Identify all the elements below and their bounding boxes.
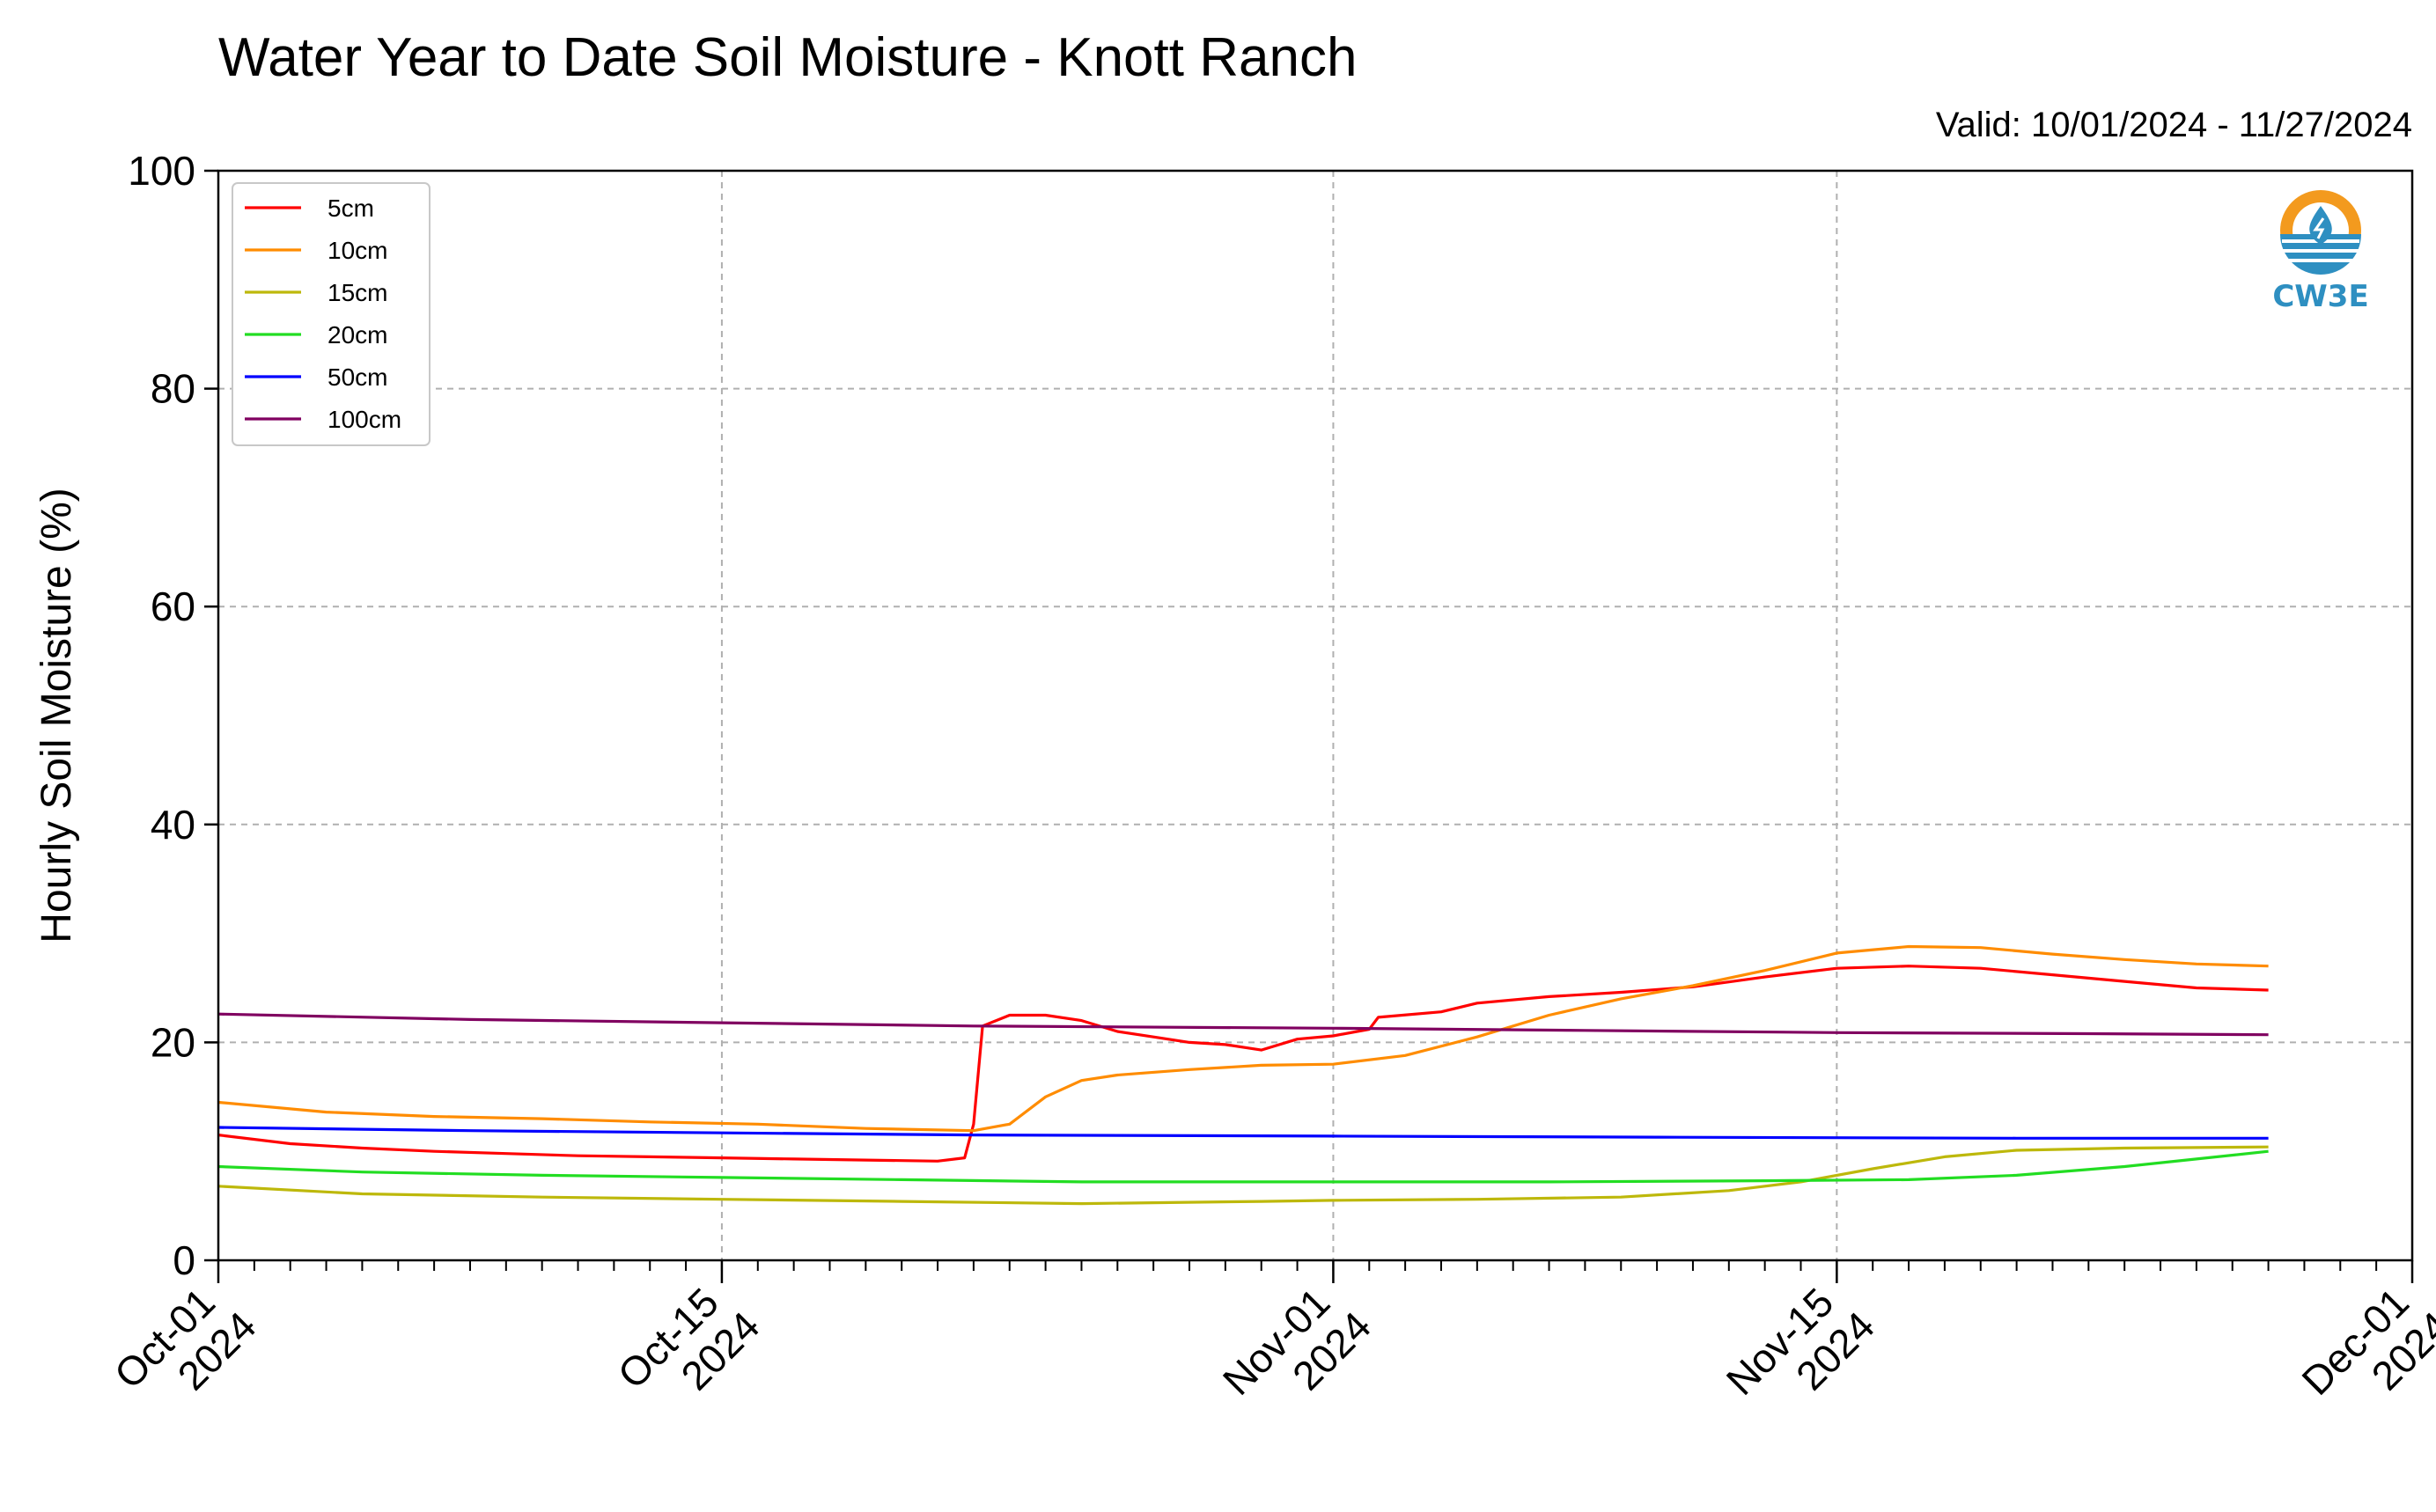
series-line-20cm — [217, 1149, 2269, 1184]
chart-title: Water Year to Date Soil Moisture - Knott… — [218, 27, 1358, 88]
y-tick-label: 80 — [151, 366, 195, 412]
logo-text: CW3E — [2272, 279, 2368, 314]
series-line-15cm — [217, 1145, 2269, 1206]
legend-label-5cm: 5cm — [327, 195, 374, 222]
lightning-icon — [2313, 217, 2325, 239]
legend-label-15cm: 15cm — [327, 279, 387, 306]
series-lines — [217, 944, 2269, 1206]
legend-label-50cm: 50cm — [327, 363, 387, 391]
legend-label-100cm: 100cm — [327, 406, 401, 433]
series-line-50cm — [217, 1126, 2269, 1140]
legend: 5cm 10cm 15cm 20cm 50cm 100cm — [232, 182, 431, 446]
water-drop-logo-icon — [2309, 206, 2332, 245]
series-line-5cm — [217, 965, 2269, 1163]
plot-frame — [217, 169, 2414, 1262]
y-tick-label: 60 — [151, 584, 195, 629]
series-line-10cm — [217, 944, 2269, 1133]
y-tick-label: 20 — [151, 1019, 195, 1065]
valid-date-range: Valid: 10/01/2024 - 11/27/2024 — [1935, 106, 2412, 144]
y-tick-label: 0 — [173, 1237, 195, 1283]
legend-label-20cm: 20cm — [327, 321, 387, 349]
logo-wave-base — [2280, 234, 2361, 275]
y-axis-label: Hourly Soil Moisture (%) — [33, 488, 80, 943]
grid-lines — [218, 171, 2412, 1260]
y-tick-label: 40 — [151, 802, 195, 848]
cw3e-logo: CW3E — [2272, 190, 2369, 314]
y-tick-label: 100 — [128, 148, 195, 194]
legend-label-10cm: 10cm — [327, 237, 387, 264]
series-line-100cm — [217, 1012, 2269, 1037]
